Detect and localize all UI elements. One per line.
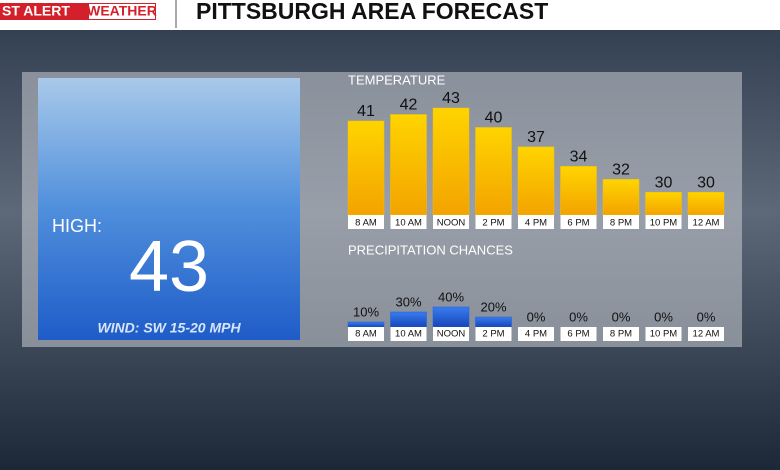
high-label: HIGH: [52,216,102,236]
high-value: 43 [129,227,209,307]
category-label: 10 PM [650,329,678,340]
value-label: 0% [697,309,716,324]
value-label: 0% [569,309,588,324]
category-label: 12 AM [693,218,720,229]
category-box [475,327,512,341]
brand-weather: WEATHER [87,3,157,19]
category-box [390,327,427,341]
value-label: 0% [654,309,673,324]
category-label: 8 AM [355,329,377,340]
category-box [603,215,639,229]
value-label: 10% [353,304,379,319]
category-label: NOON [437,329,466,340]
value-label: 0% [527,309,546,324]
value-label: 37 [527,129,545,146]
value-label: 40% [438,289,464,304]
category-label: 10 AM [395,329,422,340]
category-box [645,215,682,229]
high-box [38,78,300,340]
category-box [518,327,554,341]
bar [517,146,555,216]
category-box [560,215,597,229]
bar [602,179,640,216]
value-label: 43 [442,90,460,107]
bar [560,166,597,216]
category-label: 12 AM [693,329,720,340]
category-label: 6 PM [567,329,589,340]
category-label: 8 PM [610,329,632,340]
value-label: 30 [655,175,673,192]
bar [687,192,725,216]
bar [390,114,427,216]
category-box [433,327,469,341]
value-label: 41 [357,103,375,120]
category-label: 2 PM [482,329,504,340]
category-box [688,215,724,229]
bar [347,321,385,328]
chart-title: PRECIPITATION CHANCES [348,242,513,257]
bar [475,127,512,216]
category-label: 10 AM [395,218,422,229]
bar [645,192,682,216]
value-label: 30 [697,175,715,192]
category-box [348,215,384,229]
category-box [688,327,724,341]
category-label: 2 PM [482,218,504,229]
bar [432,306,470,328]
category-label: 8 PM [610,218,632,229]
category-box [645,327,682,341]
category-label: NOON [437,218,466,229]
value-label: 20% [480,299,506,314]
bar [475,316,512,328]
bar [432,107,470,216]
category-box [560,327,597,341]
value-label: 32 [612,162,630,179]
category-label: 8 AM [355,218,377,229]
chart-title: TEMPERATURE [348,72,446,87]
value-label: 34 [570,149,588,166]
bar [347,120,385,216]
category-box [348,327,384,341]
category-box [603,327,639,341]
logo-box [89,4,155,19]
category-box [518,215,554,229]
category-box [433,215,469,229]
value-label: 30% [395,294,421,309]
value-label: 0% [612,309,631,324]
category-box [475,215,512,229]
value-label: 40 [485,110,503,127]
category-label: 4 PM [525,329,547,340]
brand: ST ALERT [2,3,70,19]
category-box [390,215,427,229]
header-title: PITTSBURGH AREA FORECAST [196,0,548,24]
category-label: 4 PM [525,218,547,229]
bar [390,311,427,328]
category-label: 6 PM [567,218,589,229]
category-label: 10 PM [650,218,678,229]
wind: WIND: SW 15-20 MPH [97,320,241,336]
value-label: 42 [400,97,418,114]
